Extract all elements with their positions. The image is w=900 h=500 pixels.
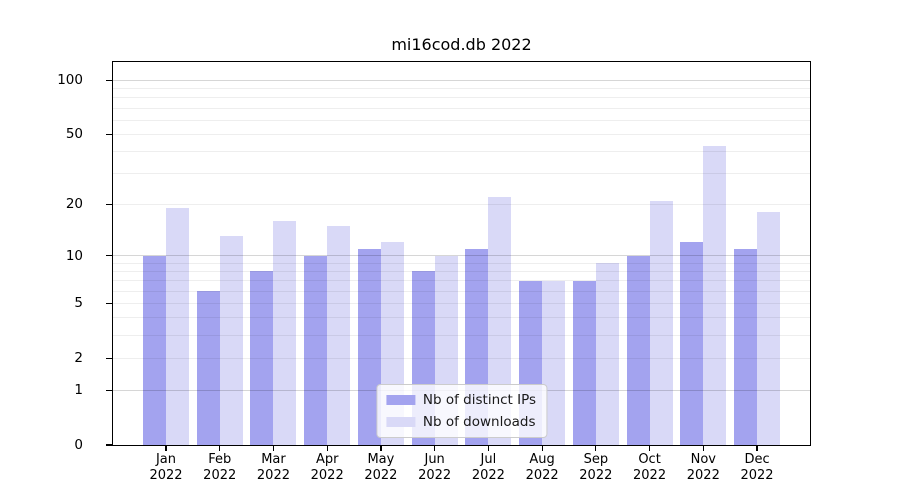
y-tick-label-1: 1: [74, 382, 83, 399]
x-tick-label-dec: Dec 2022: [740, 452, 774, 483]
y-tick-label-100: 100: [57, 72, 83, 89]
x-tick-label-mar: Mar 2022: [256, 452, 290, 483]
x-tick-mark: [702, 446, 704, 451]
y-tick-mark: [106, 133, 112, 135]
bar-distinct-ips: [357, 248, 381, 445]
x-tick-mark: [272, 446, 275, 451]
x-tick-label-apr: Apr 2022: [310, 452, 344, 483]
gridline-50: [113, 133, 810, 135]
gridline-70: [113, 107, 810, 109]
y-tick-mark: [106, 79, 112, 81]
y-tick-mark: [106, 254, 112, 257]
bar-distinct-ips: [680, 242, 704, 445]
legend-item-distinct-ips: Nb of distinct IPs: [385, 392, 537, 408]
bar-downloads: [488, 197, 512, 445]
y-tick-mark: [106, 444, 112, 446]
gridline-3: [113, 334, 810, 336]
bar-downloads: [327, 225, 351, 445]
x-tick-label-feb: Feb 2022: [203, 452, 237, 483]
x-tick-label-jan: Jan 2022: [149, 452, 183, 483]
legend-swatch-downloads: [385, 417, 415, 427]
gridline-100: [113, 79, 810, 81]
gridline-40: [113, 151, 810, 153]
x-tick-mark: [487, 446, 489, 451]
x-tick-mark: [165, 446, 167, 451]
x-tick-label-jun: Jun 2022: [418, 452, 452, 483]
gridline-20: [113, 203, 810, 205]
gridline-6: [113, 290, 810, 292]
y-tick-label-50: 50: [65, 126, 83, 143]
y-tick-mark: [106, 357, 112, 359]
y-tick-mark: [106, 302, 112, 305]
x-tick-label-may: May 2022: [364, 452, 398, 483]
gridline-5: [113, 302, 810, 304]
x-tick-label-aug: Aug 2022: [525, 452, 559, 483]
x-tick-label-jul: Jul 2022: [471, 452, 505, 483]
gridline-60: [113, 119, 810, 121]
x-tick-mark: [380, 446, 382, 451]
legend: Nb of distinct IPs Nb of downloads: [375, 384, 548, 438]
y-tick-label-20: 20: [65, 196, 83, 213]
bar-downloads: [219, 236, 243, 445]
bar-distinct-ips: [572, 280, 596, 445]
legend-label-distinct-ips: Nb of distinct IPs: [422, 392, 537, 408]
x-tick-label-sep: Sep 2022: [579, 452, 613, 483]
gridlines-layer: [113, 62, 810, 445]
x-tick-label-oct: Oct 2022: [633, 452, 667, 483]
gridline-90: [113, 88, 810, 90]
gridline-2: [113, 357, 810, 359]
gridline-10: [113, 255, 810, 257]
bar-distinct-ips: [626, 255, 650, 445]
bar-downloads: [757, 212, 781, 445]
bar-downloads: [542, 280, 566, 445]
y-tick-mark: [106, 203, 112, 206]
bar-distinct-ips: [143, 255, 166, 445]
bar-distinct-ips: [734, 248, 758, 445]
legend-swatch-distinct-ips: [385, 395, 415, 405]
y-tick-mark: [106, 389, 112, 391]
x-tick-mark: [648, 446, 651, 451]
bar-downloads: [166, 208, 189, 445]
x-tick-mark: [326, 446, 328, 451]
plot-area: Nb of distinct IPs Nb of downloads: [112, 61, 811, 446]
y-tick-label-0: 0: [74, 437, 83, 453]
bar-downloads: [649, 200, 673, 445]
bar-distinct-ips: [304, 255, 328, 445]
gridline-7: [113, 280, 810, 282]
bar-distinct-ips: [196, 291, 220, 445]
chart-title: mi16cod.db 2022: [391, 35, 532, 54]
x-tick-mark: [219, 446, 221, 451]
y-tick-label-2: 2: [74, 350, 83, 367]
gridline-4: [113, 317, 810, 319]
y-tick-label-10: 10: [65, 247, 83, 264]
x-tick-mark: [434, 446, 436, 451]
bar-distinct-ips: [250, 271, 274, 445]
gridline-8: [113, 270, 810, 272]
x-tick-mark: [595, 446, 597, 451]
x-tick-label-nov: Nov 2022: [686, 452, 720, 483]
bar-downloads: [703, 146, 727, 445]
gridline-80: [113, 97, 810, 99]
legend-item-downloads: Nb of downloads: [385, 414, 536, 430]
gridline-30: [113, 173, 810, 175]
gridline-9: [113, 262, 810, 264]
legend-label-downloads: Nb of downloads: [422, 414, 536, 430]
x-tick-mark: [756, 446, 758, 451]
bar-downloads: [595, 263, 619, 445]
x-tick-mark: [541, 446, 543, 451]
bar-downloads: [273, 221, 297, 445]
y-tick-label-5: 5: [74, 295, 83, 312]
